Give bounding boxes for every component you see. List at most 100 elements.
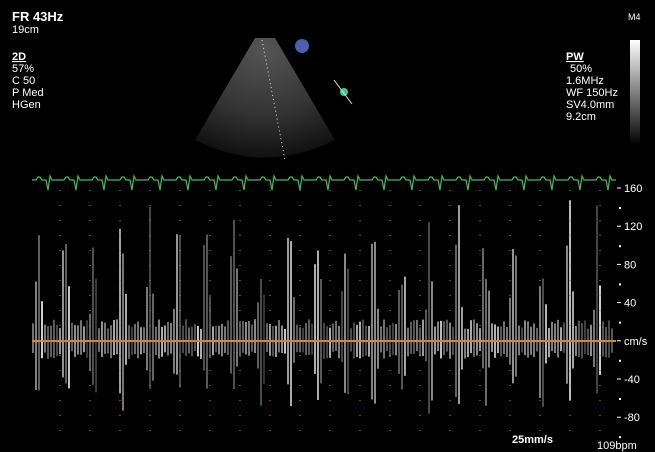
- spectrum-line: [521, 327, 523, 352]
- scale-label: 120: [624, 221, 642, 233]
- spectrum-line: [80, 320, 82, 354]
- spectrum-line: [311, 324, 313, 355]
- spectrum-line: [539, 286, 541, 398]
- scale-dot: [619, 283, 621, 285]
- spectrum-line: [245, 322, 247, 354]
- scale-label: 40: [624, 298, 636, 310]
- spectrum-line: [209, 296, 211, 358]
- spectrum-line: [491, 323, 493, 351]
- spectrum-line: [296, 325, 298, 353]
- spectrum-line: [464, 329, 466, 359]
- wall-filter: WF 150Hz: [566, 87, 618, 99]
- spectrum-line: [167, 322, 169, 356]
- spectrum-line: [215, 325, 217, 352]
- spectrum-line: [182, 326, 184, 353]
- spectrum-line: [206, 235, 208, 389]
- spectrum-line: [47, 326, 49, 359]
- spectrum-line: [536, 328, 538, 352]
- spectrum-line: [65, 244, 67, 383]
- spectrum-line: [128, 325, 130, 359]
- spectrum-line: [473, 319, 475, 357]
- spectrum-line: [386, 327, 388, 351]
- spectrum-line: [341, 291, 343, 362]
- spectrum-line: [83, 326, 85, 352]
- spectrum-line: [557, 320, 559, 358]
- spectrum-line: [314, 264, 316, 374]
- scale-label: cm/s: [624, 336, 648, 348]
- spectrum-line: [482, 248, 484, 368]
- gain: 57%: [12, 63, 34, 75]
- spectrum-line: [527, 321, 529, 357]
- spectrum-line: [95, 279, 97, 393]
- spectrum-line: [605, 327, 607, 357]
- gate-depth: 9.2cm: [566, 111, 596, 123]
- spectrum-line: [62, 250, 64, 377]
- depth: 19cm: [12, 24, 39, 36]
- spectrum-line: [101, 321, 103, 356]
- spectrum-line: [392, 323, 394, 355]
- spectrum-line: [404, 277, 406, 376]
- scale-label: -80: [624, 412, 640, 424]
- scale-dot: [619, 322, 621, 324]
- spectrum-line: [344, 254, 346, 393]
- spectrum-line: [41, 301, 43, 358]
- spectrum-line: [512, 249, 514, 383]
- spectrum-line: [89, 314, 91, 371]
- spectrum-line: [290, 241, 292, 406]
- spectrum-line: [503, 321, 505, 354]
- scale-label: -40: [624, 374, 640, 386]
- ecg-trace: [32, 176, 616, 190]
- spectrum-line: [407, 328, 409, 357]
- spectrum-line: [332, 324, 334, 352]
- spectrum-line: [509, 298, 511, 365]
- spectrum-line: [347, 269, 349, 395]
- spectrum-line: [269, 324, 271, 355]
- spectrum-line: [113, 320, 115, 355]
- spectrum-line: [374, 242, 376, 404]
- spectrum-line: [68, 286, 70, 388]
- spectrum-line: [233, 220, 235, 389]
- spectrum-line: [137, 322, 139, 359]
- spectrum-line: [437, 321, 439, 351]
- spectrum-line: [380, 326, 382, 352]
- spectrum-line: [524, 320, 526, 355]
- spectrum-line: [86, 320, 88, 357]
- spectrum-line: [602, 322, 604, 357]
- spectrum-line: [164, 325, 166, 352]
- spectrum-line: [134, 324, 136, 354]
- spectrum-line: [545, 304, 547, 363]
- gate-line: [334, 80, 352, 104]
- spectrum-line: [53, 320, 55, 358]
- spectrum-line: [35, 282, 37, 390]
- spectrum-line: [104, 323, 106, 354]
- spectrum-line: [599, 285, 601, 374]
- probe: M4: [628, 12, 641, 22]
- spectrum-line: [170, 323, 172, 354]
- spectrum-line: [281, 326, 283, 353]
- sweep-speed: 25mm/s: [512, 434, 553, 446]
- spectrum-line: [260, 279, 262, 406]
- spectrum-line: [572, 291, 574, 368]
- spectrum-line: [152, 294, 154, 381]
- spectrum-line: [185, 319, 187, 356]
- spectrum-line: [371, 244, 373, 400]
- spectrum-line: [584, 320, 586, 354]
- spectrum-line: [32, 323, 34, 353]
- spectrum-line: [77, 325, 79, 354]
- scale-dot: [619, 398, 621, 400]
- contrast: C 50: [12, 75, 35, 87]
- spectrum-line: [200, 329, 202, 359]
- spectrum-line: [305, 323, 307, 355]
- spectrum-line: [239, 321, 241, 356]
- scale-dot: [619, 245, 621, 247]
- freq: HGen: [12, 99, 41, 111]
- spectrum-line: [467, 329, 469, 357]
- spectrum-line: [251, 325, 253, 352]
- spectrum-line: [299, 327, 301, 352]
- spectrum-line: [329, 328, 331, 358]
- spectrum-line: [227, 320, 229, 355]
- grayscale-bar: [630, 40, 640, 145]
- spectrum-line: [236, 268, 238, 366]
- mode-pw: PW: [566, 51, 584, 63]
- spectrum-line: [554, 324, 556, 353]
